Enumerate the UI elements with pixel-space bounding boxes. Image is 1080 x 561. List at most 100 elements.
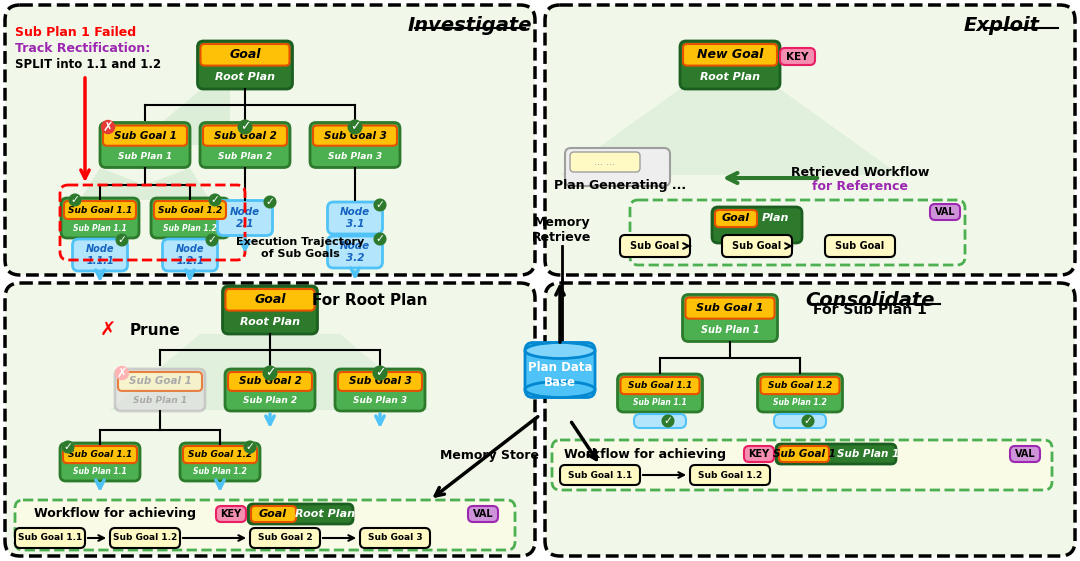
Text: ✗: ✗: [99, 320, 117, 339]
Text: Sub Goal 1.1: Sub Goal 1.1: [568, 471, 632, 480]
FancyBboxPatch shape: [114, 369, 205, 411]
Ellipse shape: [525, 343, 595, 358]
FancyBboxPatch shape: [180, 443, 260, 481]
FancyBboxPatch shape: [15, 528, 85, 548]
FancyBboxPatch shape: [248, 504, 353, 524]
Ellipse shape: [525, 381, 595, 398]
Circle shape: [206, 234, 217, 246]
Text: Root Plan: Root Plan: [295, 509, 355, 519]
FancyBboxPatch shape: [64, 201, 136, 219]
FancyBboxPatch shape: [249, 528, 320, 548]
Text: ✓: ✓: [207, 235, 216, 245]
Text: Sub Goal 2: Sub Goal 2: [258, 534, 312, 542]
FancyBboxPatch shape: [162, 239, 217, 271]
Text: Sub Goal 1.1: Sub Goal 1.1: [627, 381, 692, 390]
FancyBboxPatch shape: [327, 236, 382, 268]
Text: Exploit: Exploit: [964, 16, 1040, 34]
Text: Sub Plan 1: Sub Plan 1: [133, 396, 187, 405]
Text: Sub Plan 1.2: Sub Plan 1.2: [163, 223, 217, 232]
FancyBboxPatch shape: [327, 202, 382, 234]
FancyBboxPatch shape: [60, 443, 140, 481]
Text: Sub Plan 1.1: Sub Plan 1.1: [633, 398, 687, 407]
FancyBboxPatch shape: [335, 369, 426, 411]
FancyBboxPatch shape: [690, 465, 770, 485]
Text: Sub Goal 3: Sub Goal 3: [324, 131, 387, 141]
Text: Plan: Plan: [761, 213, 788, 223]
Text: Goal: Goal: [254, 293, 286, 306]
Text: Sub Goal 1.2: Sub Goal 1.2: [158, 205, 222, 214]
Text: Workflow for achieving: Workflow for achieving: [564, 448, 726, 461]
FancyBboxPatch shape: [715, 210, 757, 227]
FancyBboxPatch shape: [154, 201, 226, 219]
Text: Sub Goal 1: Sub Goal 1: [113, 131, 176, 141]
Text: Root Plan: Root Plan: [700, 72, 760, 82]
Text: ✓: ✓: [211, 195, 219, 205]
Text: ✓: ✓: [266, 197, 274, 207]
FancyBboxPatch shape: [618, 374, 702, 412]
Text: Sub Plan 1.2: Sub Plan 1.2: [773, 398, 827, 407]
Text: Sub Goal 1: Sub Goal 1: [772, 449, 836, 459]
Text: Sub Goal 1.2: Sub Goal 1.2: [768, 381, 832, 390]
FancyBboxPatch shape: [310, 122, 400, 168]
Text: ✓: ✓: [118, 235, 126, 245]
FancyBboxPatch shape: [217, 200, 272, 236]
FancyBboxPatch shape: [60, 198, 139, 238]
Circle shape: [374, 366, 387, 379]
FancyBboxPatch shape: [545, 5, 1075, 275]
FancyBboxPatch shape: [525, 343, 595, 398]
Circle shape: [264, 366, 276, 379]
Circle shape: [117, 234, 127, 246]
Circle shape: [69, 195, 81, 205]
FancyBboxPatch shape: [774, 414, 826, 428]
Text: ✗: ✗: [103, 121, 113, 134]
Text: Sub Goal 2: Sub Goal 2: [214, 131, 276, 141]
Text: KEY: KEY: [220, 509, 242, 519]
FancyBboxPatch shape: [686, 297, 774, 319]
FancyBboxPatch shape: [15, 500, 515, 550]
Text: ✓: ✓: [245, 442, 255, 452]
Circle shape: [116, 366, 129, 379]
Text: Root Plan: Root Plan: [240, 317, 300, 327]
FancyBboxPatch shape: [118, 372, 202, 391]
Polygon shape: [561, 89, 900, 175]
Text: ... ...: ... ...: [594, 157, 616, 167]
FancyBboxPatch shape: [545, 283, 1075, 556]
FancyBboxPatch shape: [565, 148, 670, 186]
Circle shape: [265, 196, 275, 208]
Text: Sub Plan 1: Sub Plan 1: [701, 325, 759, 335]
FancyBboxPatch shape: [63, 446, 137, 463]
Circle shape: [244, 442, 256, 453]
Circle shape: [239, 121, 252, 134]
Text: Goal: Goal: [721, 213, 751, 223]
Text: ✓: ✓: [376, 200, 384, 210]
Text: Sub Goal 1.2: Sub Goal 1.2: [113, 534, 177, 542]
FancyBboxPatch shape: [570, 152, 640, 172]
Text: Sub Goal: Sub Goal: [732, 241, 782, 251]
Text: Workflow for achieving: Workflow for achieving: [33, 508, 195, 521]
Circle shape: [375, 233, 386, 245]
FancyBboxPatch shape: [552, 440, 1052, 490]
Circle shape: [210, 195, 220, 205]
FancyBboxPatch shape: [620, 235, 690, 257]
Text: Prune: Prune: [130, 323, 180, 338]
FancyBboxPatch shape: [110, 528, 180, 548]
FancyBboxPatch shape: [621, 377, 700, 394]
FancyBboxPatch shape: [200, 122, 291, 168]
Text: ✓: ✓: [265, 366, 275, 379]
Text: Retrieved Workflow: Retrieved Workflow: [791, 165, 929, 178]
FancyBboxPatch shape: [151, 198, 229, 238]
FancyBboxPatch shape: [561, 465, 640, 485]
Text: Sub Plan 1.1: Sub Plan 1.1: [73, 223, 126, 232]
FancyBboxPatch shape: [5, 283, 535, 556]
Circle shape: [802, 416, 813, 426]
FancyBboxPatch shape: [683, 295, 778, 342]
Circle shape: [206, 234, 217, 246]
Text: Sub Goal 1.1: Sub Goal 1.1: [18, 534, 82, 542]
Text: ✓: ✓: [350, 121, 361, 134]
FancyBboxPatch shape: [216, 506, 246, 522]
Text: Execution Trajectory
of Sub Goals: Execution Trajectory of Sub Goals: [235, 237, 364, 259]
Text: Investigate: Investigate: [408, 16, 532, 34]
Circle shape: [63, 442, 73, 453]
Text: Sub Goal 1.1: Sub Goal 1.1: [68, 450, 132, 459]
Polygon shape: [135, 65, 230, 145]
